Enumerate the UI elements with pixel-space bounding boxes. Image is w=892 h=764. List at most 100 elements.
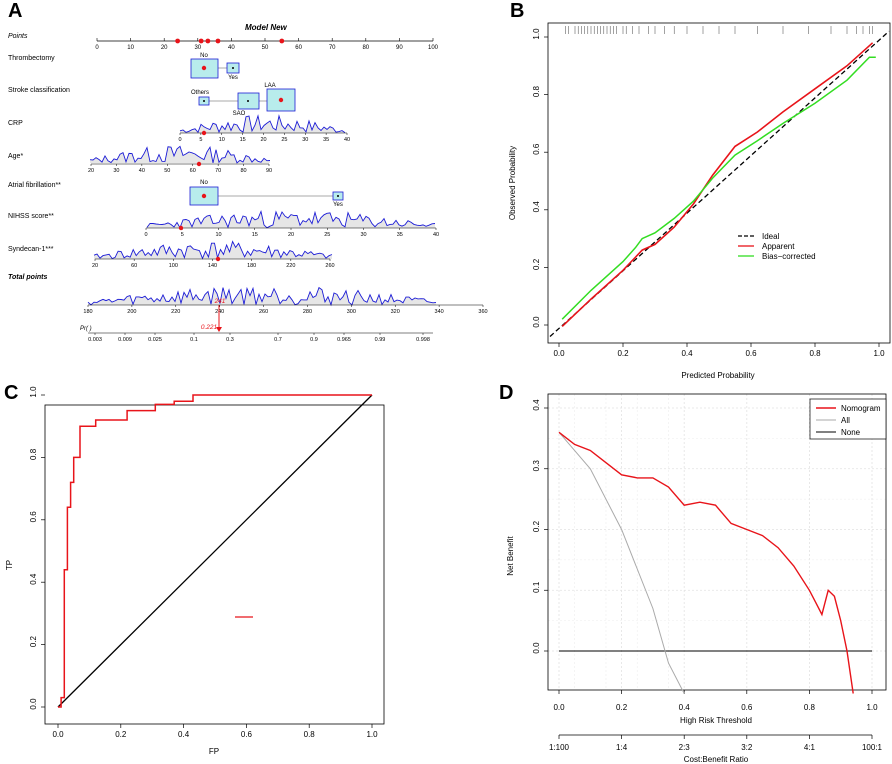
dca-y-tick-label: 0.1 <box>532 581 541 593</box>
points-tick-label: 50 <box>262 45 269 51</box>
af-dot <box>337 195 339 197</box>
roc-x-tick-label: 0.8 <box>304 730 316 739</box>
calibration-x-tick-label: 0.8 <box>809 349 821 358</box>
af-level: No <box>200 180 208 186</box>
age-density-fill <box>90 146 270 163</box>
crp-tick-label: 30 <box>302 137 308 143</box>
calibration-y-tick-label: 0.8 <box>532 85 541 97</box>
panel-label-a: A <box>8 0 23 22</box>
roc-x-tick-label: 1.0 <box>366 730 378 739</box>
dca-y-tick-label: 0.2 <box>532 520 541 532</box>
points-marker <box>205 38 211 44</box>
crp-tick-label: 10 <box>219 137 225 143</box>
points-tick-label: 60 <box>295 45 302 51</box>
roc-x-tick-label: 0.4 <box>178 730 190 739</box>
roc-x-tick-label: 0.0 <box>52 730 64 739</box>
thrombectomy-dot <box>232 67 234 69</box>
row-label: Age* <box>8 153 23 160</box>
total-tick-label: 340 <box>435 309 444 315</box>
roc-y-tick-label: 0.8 <box>29 448 38 460</box>
syndecan-tick-label: 140 <box>208 263 217 269</box>
stroke-level: Others <box>191 90 209 96</box>
syndecan-density-fill <box>94 241 332 259</box>
panel-label-c: C <box>4 382 19 404</box>
age-tick-label: 50 <box>164 168 170 174</box>
prob-label: Pr( ) <box>80 326 92 332</box>
crp-density-fill <box>180 115 345 133</box>
total-tick-label: 260 <box>259 309 268 315</box>
total-tick-label: 280 <box>303 309 312 315</box>
row-label: NIHSS score** <box>8 213 54 220</box>
roc-y-tick-label: 1.0 <box>29 386 38 398</box>
dca-all-line <box>558 431 685 694</box>
dca-frame <box>547 393 887 691</box>
prob-tick-label: 0.009 <box>118 337 132 343</box>
dca-x-tick-label: 0.8 <box>804 703 816 712</box>
dca-xlabel: High Risk Threshold <box>680 716 752 725</box>
points-tick-label: 70 <box>329 45 336 51</box>
age-tick-label: 60 <box>190 168 196 174</box>
calibration-x-tick-label: 0.2 <box>617 349 629 358</box>
total-density-curve <box>87 286 437 307</box>
points-tick-label: 10 <box>127 45 134 51</box>
dca-y-tick-label: 0.4 <box>532 399 541 411</box>
total-density-fill <box>88 287 436 305</box>
dca-y-tick-label: 0.0 <box>532 642 541 654</box>
total-tick-label: 180 <box>83 309 92 315</box>
nihss-tick-label: 30 <box>360 232 366 238</box>
total-tick-label: 300 <box>347 309 356 315</box>
points-marker <box>198 38 204 44</box>
crp-tick-label: 0 <box>178 137 181 143</box>
syndecan-density-curve <box>93 240 333 260</box>
prob-tick-label: 0.025 <box>148 337 162 343</box>
dca-xlabel2: Cost:Benefit Ratio <box>684 755 749 764</box>
calibration-bias-corrected-line <box>561 56 876 320</box>
panel-label-b: B <box>510 0 525 22</box>
prob-tick-label: 0.3 <box>226 337 234 343</box>
crp-marker <box>201 130 207 136</box>
thrombectomy-level: Yes <box>228 75 238 81</box>
prob-tick-label: 0.003 <box>88 337 102 343</box>
nihss-tick-label: 10 <box>215 232 221 238</box>
total-tick-label: 200 <box>127 309 136 315</box>
prob-tick-label: 0.7 <box>274 337 282 343</box>
crp-tick-label: 40 <box>344 137 350 143</box>
stroke-dot <box>247 100 249 102</box>
calibration-y-tick-label: 0.2 <box>532 258 541 270</box>
syndecan-tick-label: 260 <box>325 263 334 269</box>
nihss-tick-label: 0 <box>144 232 147 238</box>
nihss-tick-label: 15 <box>252 232 258 238</box>
nihss-density-curve <box>146 210 436 229</box>
crp-tick-label: 15 <box>240 137 246 143</box>
crp-tick-label: 20 <box>260 137 266 143</box>
points-tick-label: 40 <box>228 45 235 51</box>
dca-nomogram-line <box>558 431 854 694</box>
total-tick-label: 320 <box>391 309 400 315</box>
points-label: Points <box>8 33 28 40</box>
row-label: CRP <box>8 120 23 127</box>
nihss-tick-label: 35 <box>397 232 403 238</box>
crp-tick-label: 5 <box>199 137 202 143</box>
total-tick-label: 220 <box>171 309 180 315</box>
af-level: Yes <box>333 202 343 208</box>
calibration-legend-label: Ideal <box>762 232 780 241</box>
nihss-marker <box>178 225 184 231</box>
dca-cost-tick-label: 1:4 <box>616 743 628 752</box>
dca-cost-tick-label: 100:1 <box>862 743 883 752</box>
dca-cost-tick-label: 1:100 <box>549 743 570 752</box>
age-tick-label: 30 <box>113 168 119 174</box>
calibration-y-tick-label: 0.6 <box>532 143 541 155</box>
crp-density-curve <box>179 114 346 134</box>
thrombectomy-level: No <box>200 53 208 59</box>
syndecan-tick-label: 60 <box>131 263 137 269</box>
points-tick-label: 30 <box>194 45 201 51</box>
dca-legend-label: None <box>841 428 861 437</box>
nihss-tick-label: 40 <box>433 232 439 238</box>
total-arrow <box>216 327 222 332</box>
roc-curve <box>58 394 372 708</box>
dca-x-tick-label: 0.0 <box>553 703 565 712</box>
calibration-x-tick-label: 0.0 <box>553 349 565 358</box>
points-tick-label: 100 <box>428 45 439 51</box>
prob-tick-label: 0.9 <box>310 337 318 343</box>
